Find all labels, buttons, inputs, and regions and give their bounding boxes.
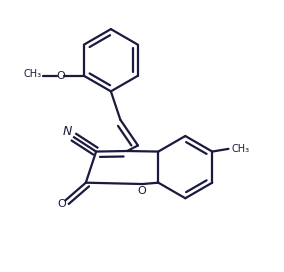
Text: CH₃: CH₃ [231, 144, 249, 154]
Text: CH₃: CH₃ [23, 69, 41, 79]
Text: O: O [57, 199, 66, 209]
Text: N: N [62, 125, 72, 138]
Text: O: O [57, 71, 65, 81]
Text: O: O [138, 186, 147, 196]
